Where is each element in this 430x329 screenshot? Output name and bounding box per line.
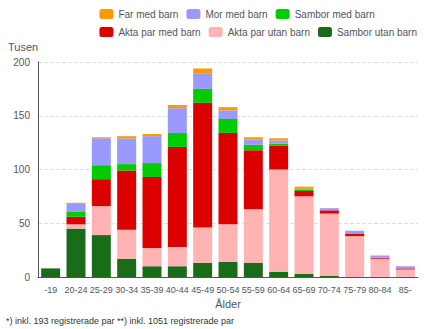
svg-text:Ålder: Ålder [215, 298, 241, 310]
svg-text:20-24: 20-24 [64, 285, 87, 295]
svg-text:200: 200 [13, 57, 30, 68]
svg-text:35-39: 35-39 [140, 285, 163, 295]
svg-text:100: 100 [13, 164, 30, 175]
svg-text:Sambor med barn: Sambor med barn [295, 9, 375, 20]
svg-text:50: 50 [19, 218, 31, 229]
svg-text:40-44: 40-44 [166, 285, 189, 295]
svg-text:60-64: 60-64 [267, 285, 290, 295]
svg-text:Akta par utan barn: Akta par utan barn [228, 27, 310, 38]
svg-text:*) inkl. 193 registrerade par: *) inkl. 193 registrerade par **) inkl. … [6, 316, 234, 326]
svg-text:Tusen: Tusen [8, 41, 38, 53]
svg-text:-19: -19 [44, 285, 57, 295]
svg-text:55-59: 55-59 [242, 285, 265, 295]
svg-text:30-34: 30-34 [115, 285, 138, 295]
svg-text:Akta par med barn: Akta par med barn [118, 27, 200, 38]
svg-text:75-79: 75-79 [343, 285, 366, 295]
svg-text:Far med barn: Far med barn [118, 9, 178, 20]
svg-text:50-54: 50-54 [216, 285, 239, 295]
svg-text:Mor med barn: Mor med barn [205, 9, 267, 20]
svg-text:65-69: 65-69 [292, 285, 315, 295]
svg-text:70-74: 70-74 [318, 285, 341, 295]
svg-text:45-49: 45-49 [191, 285, 214, 295]
svg-text:150: 150 [13, 110, 30, 121]
svg-text:80-84: 80-84 [368, 285, 391, 295]
svg-text:Sambor utan barn: Sambor utan barn [337, 27, 417, 38]
svg-text:25-29: 25-29 [90, 285, 113, 295]
svg-text:85-: 85- [399, 285, 412, 295]
svg-text:0: 0 [24, 272, 30, 283]
